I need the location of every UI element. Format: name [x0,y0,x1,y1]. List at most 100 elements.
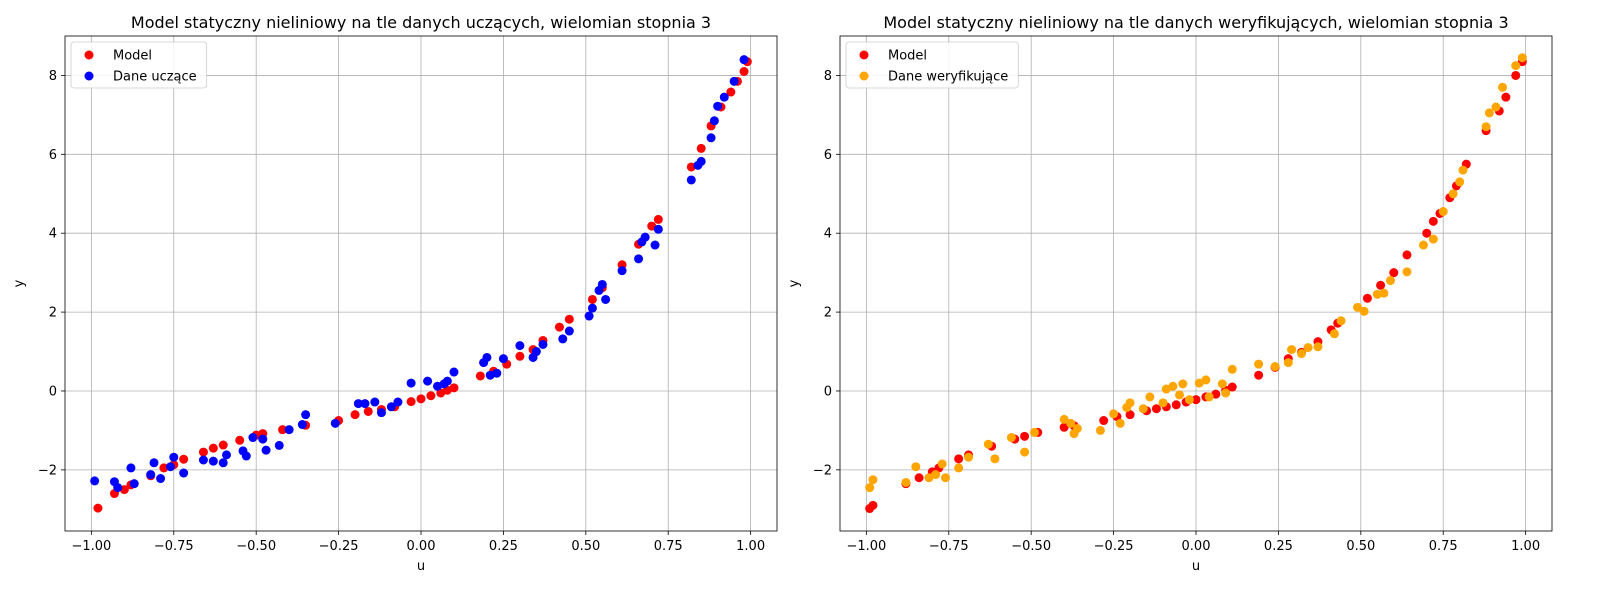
data-point-series-1 [634,254,644,264]
data-point-series-1 [1498,82,1508,92]
data-point-series-1 [1458,165,1468,175]
data-point-series-1 [1438,207,1448,217]
data-point-series-1 [983,439,993,449]
y-tick-label: 8 [49,69,57,84]
data-point-series-1 [218,458,228,468]
legend-marker [84,50,94,60]
data-point-series-0 [449,383,459,393]
data-point-series-1 [1059,414,1069,424]
y-tick-label: 0 [824,384,832,399]
data-point-series-1 [990,454,1000,464]
data-point-series-0 [1511,70,1521,80]
data-point-series-1 [330,418,340,428]
x-tick-label: 0.00 [407,539,436,554]
data-point-series-0 [587,294,597,304]
data-point-series-1 [1336,316,1346,326]
data-point-series-1 [1125,398,1135,408]
data-point-series-1 [713,101,723,111]
data-point-series-1 [1221,388,1231,398]
data-point-series-1 [739,55,749,65]
data-point-series-1 [297,420,307,430]
y-tick-label: 8 [824,69,832,84]
data-point-series-1 [208,456,218,466]
x-axis-label: u [417,559,425,574]
y-tick-label: 2 [49,306,57,321]
data-point-series-1 [719,92,729,102]
x-tick-label: 1.00 [736,539,765,554]
data-point-series-1 [126,463,136,473]
data-point-series-0 [1099,416,1109,426]
data-point-series-0 [218,440,228,450]
x-tick-label: 0.00 [1182,539,1211,554]
data-point-series-1 [274,440,284,450]
data-point-series-0 [1362,293,1372,303]
data-point-series-1 [1204,392,1214,402]
data-point-series-1 [1511,61,1521,71]
x-tick-label: −0.25 [1094,539,1134,554]
data-point-series-1 [1329,329,1339,339]
x-tick-label: −0.50 [236,539,276,554]
y-tick-label: −2 [38,463,57,478]
data-point-series-1 [1158,398,1168,408]
data-point-series-1 [653,224,663,234]
x-tick-label: −0.75 [154,539,194,554]
data-point-series-1 [1270,362,1280,372]
data-point-series-1 [1168,381,1178,391]
x-tick-label: −0.25 [319,539,359,554]
data-point-series-1 [449,367,459,377]
data-point-series-1 [1201,375,1211,385]
data-point-series-1 [709,116,719,126]
data-point-series-0 [1020,431,1030,441]
data-point-series-1 [1029,427,1039,437]
data-point-series-1 [1379,288,1389,298]
data-point-series-0 [1059,422,1069,432]
data-point-series-0 [914,473,924,483]
data-point-series-1 [222,450,232,460]
data-point-series-1 [617,266,627,276]
data-point-series-1 [386,402,396,412]
data-point-series-1 [531,347,541,357]
x-tick-label: 0.75 [654,539,683,554]
data-point-series-0 [1191,395,1201,405]
data-point-series-1 [179,468,189,478]
legend-marker [859,50,869,60]
data-point-series-1 [868,475,878,485]
data-point-series-1 [370,397,380,407]
data-point-series-1 [442,376,452,386]
data-point-series-1 [729,76,739,86]
data-point-series-1 [1353,302,1363,312]
data-point-series-0 [1227,382,1237,392]
data-point-series-1 [169,452,179,462]
data-point-series-1 [865,483,875,493]
chart-title: Model statyczny nieliniowy na tle danych… [131,13,711,32]
data-point-series-0 [515,351,525,361]
data-point-series-1 [353,399,363,409]
data-point-series-1 [1359,306,1369,316]
legend-label: Model [888,49,927,64]
y-axis-label: y [787,279,802,287]
data-point-series-1 [376,408,386,418]
y-tick-label: 2 [824,306,832,321]
data-point-series-1 [650,240,660,250]
data-point-series-0 [696,143,706,153]
data-point-series-1 [1428,234,1438,244]
data-point-series-0 [1428,216,1438,226]
x-tick-label: 0.50 [571,539,600,554]
data-point-series-1 [584,311,594,321]
legend: Model Dane weryfikujące [845,41,1019,89]
data-point-series-1 [284,425,294,435]
data-point-series-0 [179,454,189,464]
data-point-series-0 [653,214,663,224]
data-point-series-1 [156,474,166,484]
data-point-series-1 [129,479,139,489]
data-point-series-1 [1283,358,1293,368]
data-point-series-1 [587,303,597,313]
data-point-series-1 [1145,392,1155,402]
data-point-series-0 [1376,280,1386,290]
data-point-series-1 [1020,447,1030,457]
data-point-series-1 [954,463,964,473]
legend-marker [84,71,94,81]
data-point-series-1 [1095,425,1105,435]
x-tick-label: 0.25 [489,539,518,554]
